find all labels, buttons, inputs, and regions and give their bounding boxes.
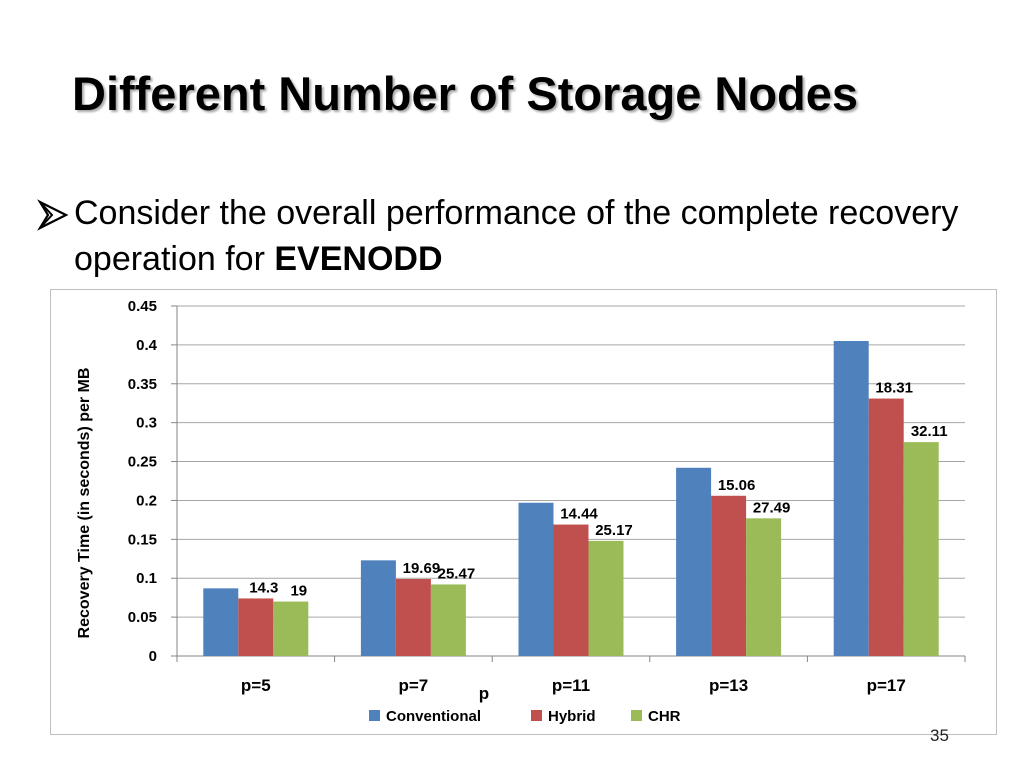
arrow-bullet-icon (37, 199, 69, 231)
bullet-text: Consider the overall performance of the … (74, 190, 976, 282)
bar-chr-p11 (588, 540, 624, 656)
bar-chr-p5 (273, 601, 309, 656)
bar-chr-p13 (746, 518, 782, 656)
x-tick-label: p=13 (709, 676, 748, 695)
bar-conventional-p17 (833, 341, 869, 656)
bar-chr-p17 (903, 442, 939, 656)
x-tick-label: p=17 (867, 676, 906, 695)
x-tick-label: p=11 (552, 676, 590, 695)
x-axis-ticks: p=5 p=7 p=11 p=13 p=17 (241, 676, 906, 695)
data-label-chr: 25.17 (595, 522, 633, 539)
bar-conventional-p11 (518, 502, 554, 656)
chart-bars (203, 341, 939, 656)
y-tick-label: 0.25 (128, 454, 157, 471)
slide-title: Different Number of Storage Nodes (72, 67, 859, 120)
y-tick-label: 0.35 (128, 376, 157, 393)
data-label-hybrid: 14.44 (560, 506, 598, 523)
y-tick-label: 0.2 (136, 492, 157, 509)
legend-swatch-conventional (369, 710, 380, 721)
legend-label-chr: CHR (648, 708, 681, 725)
bar-hybrid-p17 (868, 398, 904, 656)
data-label-chr: 32.11 (911, 423, 948, 440)
slide-number: 35 (930, 726, 949, 745)
chart-container: 0 0.05 0.1 0.15 0.2 0.25 0.3 0.35 0.4 0.45 14.3 19… (50, 289, 997, 735)
data-label-hybrid: 19.69 (403, 560, 441, 577)
y-tick-label: 0.15 (128, 531, 157, 548)
legend-label-conventional: Conventional (386, 708, 481, 725)
x-tick-label: p=7 (399, 676, 429, 695)
bullet-text-main: Consider the overall performance of the … (74, 194, 959, 278)
data-label-hybrid: 15.06 (718, 477, 756, 494)
data-label-chr: 19 (290, 583, 307, 600)
y-tick-label: 0.4 (136, 337, 158, 354)
legend-label-hybrid: Hybrid (548, 708, 596, 725)
bar-conventional-p5 (203, 588, 239, 656)
bar-hybrid-p5 (238, 598, 274, 656)
data-label-chr: 25.47 (438, 565, 476, 582)
legend-swatch-hybrid (531, 710, 542, 721)
x-tick-label: p=5 (241, 676, 271, 695)
bar-conventional-p13 (676, 467, 712, 656)
bar-hybrid-p13 (711, 495, 747, 656)
legend-swatch-chr (631, 710, 642, 721)
bar-chart: 0 0.05 0.1 0.15 0.2 0.25 0.3 0.35 0.4 0.45 14.3 19… (76, 298, 966, 725)
chart-legend: Conventional Hybrid CHR (369, 708, 681, 725)
y-tick-label: 0.1 (136, 570, 157, 587)
bar-hybrid-p7 (395, 579, 431, 656)
data-label-chr: 27.49 (753, 499, 791, 516)
bullet-text-bold: EVENODD (274, 240, 443, 278)
y-tick-label: 0.05 (128, 609, 157, 626)
y-tick-label: 0.45 (128, 298, 157, 315)
y-axis-title: Recovery Time (in seconds) per MB (76, 368, 93, 639)
bar-conventional-p7 (360, 560, 396, 656)
bar-chr-p7 (430, 584, 466, 656)
data-label-hybrid: 18.31 (875, 380, 913, 397)
y-tick-label: 0.3 (136, 415, 157, 432)
y-tick-label: 0 (149, 648, 157, 665)
x-axis-title: p (479, 684, 489, 703)
bullet-point: Consider the overall performance of the … (36, 190, 976, 282)
data-label-hybrid: 14.3 (249, 579, 278, 596)
y-axis-ticks: 0 0.05 0.1 0.15 0.2 0.25 0.3 0.35 0.4 0.45 (128, 298, 158, 665)
bar-hybrid-p11 (553, 524, 589, 656)
